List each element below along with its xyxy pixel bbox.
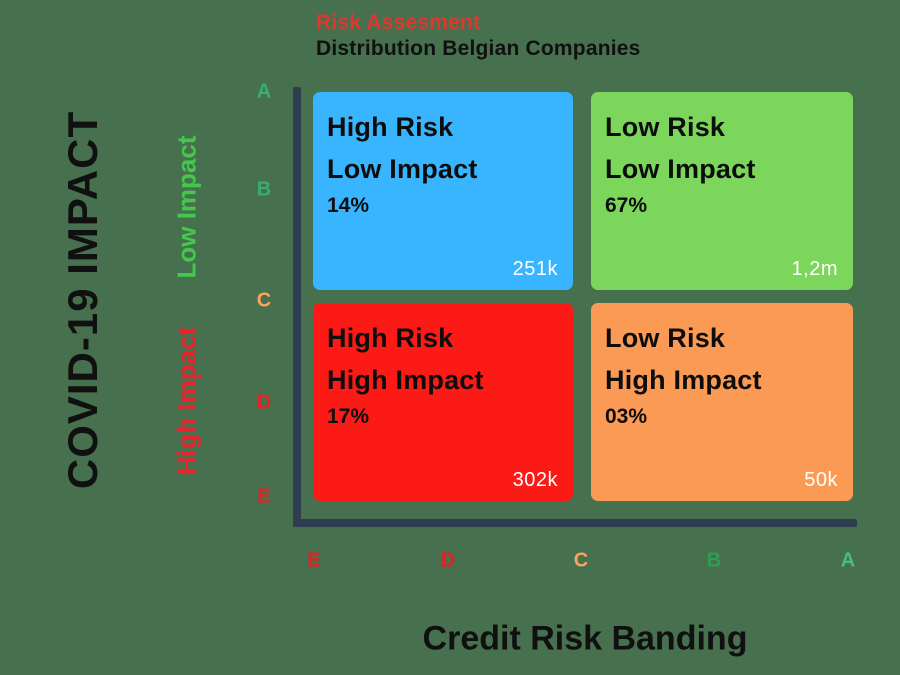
y-tick-d: D xyxy=(256,391,272,414)
x-tick-e: E xyxy=(307,549,321,572)
y-axis-label: COVID-19 IMPACT xyxy=(59,110,106,490)
quadrant-title-line1: Low Risk xyxy=(605,112,726,142)
quadrant-title-line1: High Risk xyxy=(327,112,454,142)
chart-title: Risk Assesment xyxy=(316,11,481,34)
quadrant-title-line1: High Risk xyxy=(327,323,454,353)
quadrant-count: 251k xyxy=(512,258,558,280)
quadrant-title-line2: Low Impact xyxy=(327,154,478,184)
quadrant-title-line1: Low Risk xyxy=(605,323,726,353)
quadrant-percent: 17% xyxy=(327,405,370,428)
y-axis-line xyxy=(293,87,301,527)
quadrant-percent: 03% xyxy=(605,405,648,428)
quadrant-title-line2: Low Impact xyxy=(605,154,756,184)
x-tick-a: A xyxy=(840,549,856,572)
x-axis-line xyxy=(293,519,857,527)
x-tick-d: D xyxy=(440,549,456,572)
x-tick-c: C xyxy=(573,549,589,572)
x-axis-label: Credit Risk Banding xyxy=(422,619,748,658)
y-tick-e: E xyxy=(257,485,271,508)
quadrant-low-risk-low-impact: Low Risk Low Impact 67% 1,2m xyxy=(591,92,853,290)
y-tick-a: A xyxy=(256,80,272,103)
chart-subtitle: Distribution Belgian Companies xyxy=(316,37,641,60)
y-tick-b: B xyxy=(256,178,272,201)
quadrant-title-line2: High Impact xyxy=(327,365,484,395)
quadrant-count: 302k xyxy=(512,469,558,491)
y-axis-group-low-impact: Low Impact xyxy=(171,135,202,279)
quadrant-percent: 14% xyxy=(327,194,370,217)
title-block: Risk Assesment Distribution Belgian Comp… xyxy=(316,10,641,62)
quadrant-count: 1,2m xyxy=(791,258,838,280)
quadrant-percent: 67% xyxy=(605,194,648,217)
quadrant-high-risk-high-impact: High Risk High Impact 17% 302k xyxy=(313,303,573,501)
quadrant-low-risk-high-impact: Low Risk High Impact 03% 50k xyxy=(591,303,853,501)
quadrant-count: 50k xyxy=(804,469,838,491)
x-tick-b: B xyxy=(706,549,722,572)
quadrant-high-risk-low-impact: High Risk Low Impact 14% 251k xyxy=(313,92,573,290)
y-axis-group-high-impact: High Impact xyxy=(171,326,202,476)
quadrant-title-line2: High Impact xyxy=(605,365,762,395)
y-tick-c: C xyxy=(256,289,272,312)
